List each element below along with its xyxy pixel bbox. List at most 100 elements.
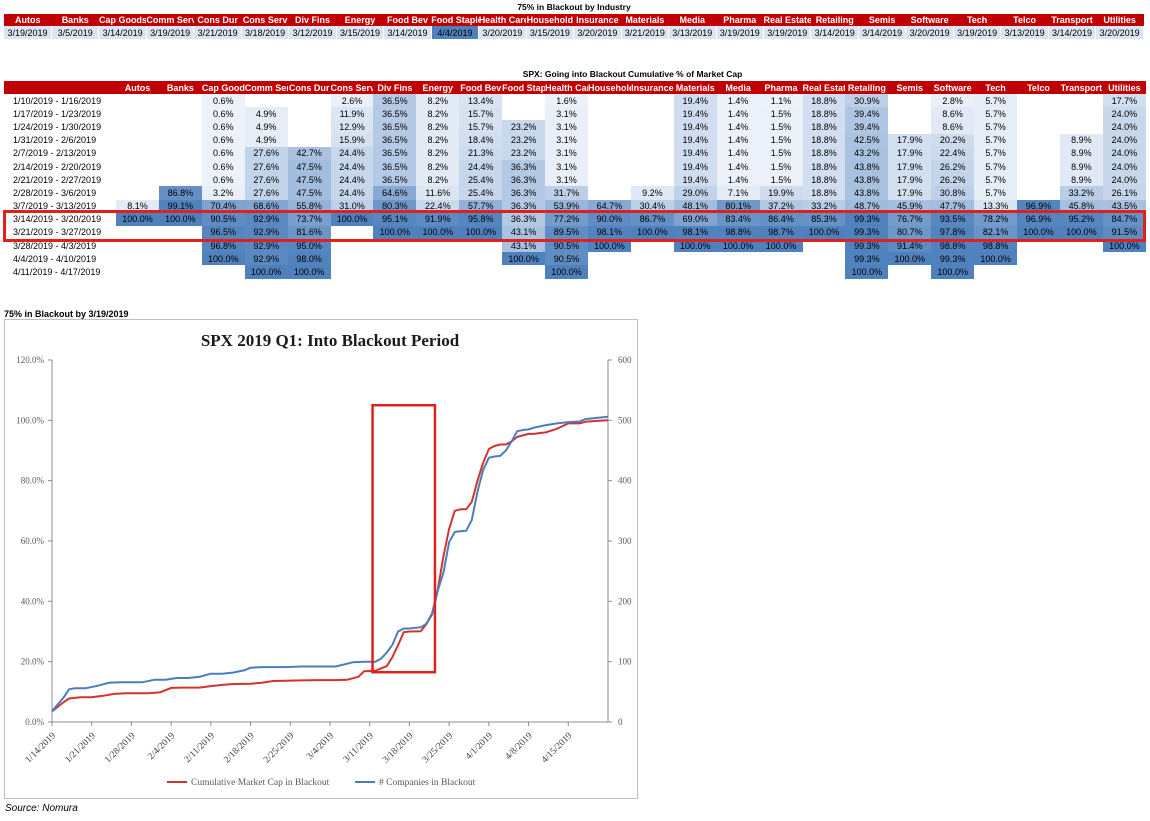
industry-header-cell: Utilities bbox=[1095, 14, 1144, 26]
x-axis-tick-label: 1/14/2019 bbox=[24, 731, 58, 765]
matrix-cell: 27.6% bbox=[244, 173, 288, 187]
matrix-cell bbox=[373, 252, 416, 265]
matrix-cell: 29.0% bbox=[673, 186, 717, 200]
matrix-cell: 18.4% bbox=[459, 133, 503, 147]
matrix-header-corner bbox=[4, 81, 117, 94]
blackout-date-cell: 3/13/2019 bbox=[668, 26, 717, 39]
table-row: 2/21/2019 - 2/27/2019 0.6% 27.6% 47.5% 24.4%… bbox=[4, 173, 1146, 187]
x-axis-tick-label: 2/18/2019 bbox=[222, 731, 256, 765]
matrix-cell: 43.8% bbox=[845, 159, 889, 174]
blackout-date-cell: 3/14/2019 bbox=[858, 26, 907, 39]
matrix-cell bbox=[588, 173, 631, 186]
matrix-cell: 95.1% bbox=[373, 212, 417, 226]
matrix-cell bbox=[588, 120, 631, 133]
matrix-cell: 98.7% bbox=[759, 225, 803, 240]
matrix-cell: 24.4% bbox=[330, 159, 374, 174]
matrix-cell bbox=[159, 107, 202, 120]
matrix-cell: 5.7% bbox=[974, 146, 1018, 160]
matrix-cell bbox=[588, 252, 631, 265]
matrix-header-cell: Real Estate bbox=[802, 81, 846, 94]
matrix-cell bbox=[288, 94, 331, 107]
row-date-range: 3/28/2019 - 4/3/2019 bbox=[13, 240, 97, 251]
matrix-cell bbox=[631, 252, 674, 265]
matrix-cell: 81.6% bbox=[287, 225, 331, 240]
matrix-cell bbox=[631, 120, 674, 133]
matrix-cell: 100.0% bbox=[759, 239, 803, 253]
matrix-cell: 36.5% bbox=[373, 107, 417, 121]
table-row: 3/28/2019 - 4/3/2019 96.8% 92.9% 95.0% 43.1%… bbox=[4, 239, 1146, 253]
left-axis-tick-label: 40.0% bbox=[21, 596, 45, 606]
matrix-cell: 24.4% bbox=[459, 159, 503, 174]
industry-header-cell: Food Bev bbox=[383, 14, 432, 26]
x-axis-tick-label: 4/1/2019 bbox=[464, 731, 495, 762]
industry-header-cell: Banks bbox=[51, 14, 99, 26]
matrix-cell bbox=[974, 265, 1017, 278]
industry-header-row: Autos Banks Cap Goods Comm Serv Cons Dur Cons… bbox=[4, 14, 1144, 26]
blackout-date-cell: 3/5/2019 bbox=[51, 26, 100, 39]
matrix-cell: 57.7% bbox=[459, 199, 503, 213]
matrix-cell: 86.7% bbox=[630, 212, 674, 226]
table-row: 1/10/2019 - 1/16/2019 0.6% 2.6% 36.5% 8.2% 13… bbox=[4, 94, 1146, 108]
matrix-cell: 24.0% bbox=[1102, 159, 1146, 174]
matrix-cell: 7.1% bbox=[716, 186, 760, 200]
matrix-cell: 30.8% bbox=[931, 186, 975, 200]
matrix-header-cell: Pharma bbox=[759, 81, 803, 94]
matrix-cell: 98.1% bbox=[673, 225, 717, 240]
right-axis-tick-label: 300 bbox=[618, 536, 632, 546]
matrix-cell: 91.5% bbox=[1102, 225, 1146, 240]
matrix-header-cell: Banks bbox=[158, 81, 202, 94]
matrix-cell: 1.1% bbox=[759, 94, 803, 108]
matrix-cell bbox=[159, 94, 202, 107]
matrix-cell: 2.6% bbox=[330, 94, 374, 108]
matrix-cell: 82.1% bbox=[974, 225, 1018, 240]
matrix-cell: 11.6% bbox=[416, 186, 460, 200]
matrix-header-cell: Telco bbox=[1017, 81, 1060, 94]
matrix-cell bbox=[631, 160, 674, 173]
row-date-range: 4/11/2019 - 4/17/2019 bbox=[13, 267, 101, 278]
table-row: 3/7/2019 - 3/13/2019 8.1% 99.1% 70.4% 68.6% 5… bbox=[4, 199, 1146, 213]
blackout-date-cell: 3/13/2019 bbox=[1000, 26, 1049, 39]
matrix-header-cell: Semis bbox=[888, 81, 932, 94]
blackout-date-cell: 3/14/2019 bbox=[383, 26, 432, 39]
matrix-cell: 19.4% bbox=[673, 133, 717, 147]
matrix-cell: 13.3% bbox=[974, 199, 1018, 213]
matrix-cell bbox=[1103, 265, 1146, 278]
matrix-cell: 0.6% bbox=[201, 94, 245, 108]
matrix-cell: 13.4% bbox=[459, 94, 503, 108]
right-axis-tick-label: 600 bbox=[618, 355, 632, 365]
matrix-cell: 21.3% bbox=[459, 146, 503, 160]
x-axis-tick-label: 3/25/2019 bbox=[421, 731, 455, 765]
matrix-cell bbox=[159, 120, 202, 133]
matrix-cell: 100.0% bbox=[416, 225, 460, 240]
companies-series-line bbox=[51, 415, 609, 712]
matrix-cell: 36.5% bbox=[373, 133, 417, 147]
table-row: 4/11/2019 - 4/17/2019 100.0% 100.0% 100.0% 1… bbox=[4, 265, 1146, 279]
matrix-cell: 18.8% bbox=[802, 159, 846, 174]
matrix-cell: 92.9% bbox=[244, 239, 288, 253]
matrix-cell bbox=[1060, 252, 1103, 265]
x-axis-tick-label: 4/15/2019 bbox=[540, 731, 574, 765]
matrix-cell: 18.8% bbox=[802, 146, 846, 160]
matrix-cell: 1.5% bbox=[759, 159, 803, 174]
matrix-cell: 98.8% bbox=[716, 225, 760, 240]
matrix-cell: 100.0% bbox=[931, 265, 975, 279]
matrix-cell: 100.0% bbox=[1102, 239, 1146, 253]
matrix-cell: 1.4% bbox=[716, 173, 760, 187]
matrix-cell: 8.2% bbox=[416, 120, 460, 134]
x-axis-tick-label: 3/4/2019 bbox=[305, 731, 336, 762]
matrix-cell: 99.3% bbox=[845, 239, 889, 253]
x-axis-tick-label: 1/21/2019 bbox=[64, 731, 98, 765]
matrix-cell bbox=[631, 147, 674, 160]
matrix-cell: 100.0% bbox=[201, 252, 245, 266]
matrix-cell bbox=[116, 107, 159, 120]
matrix-cell: 19.9% bbox=[759, 186, 803, 200]
row-date-range: 3/14/2019 - 3/20/2019 bbox=[13, 214, 102, 225]
right-axis-tick-label: 200 bbox=[618, 596, 632, 606]
matrix-cell: 4.9% bbox=[244, 133, 288, 147]
matrix-cell: 93.5% bbox=[931, 212, 975, 226]
matrix-cell: 30.9% bbox=[845, 94, 889, 108]
matrix-cell: 95.8% bbox=[459, 212, 503, 226]
industry-header-cell: Cons Serv bbox=[241, 14, 289, 26]
matrix-cell: 8.2% bbox=[416, 133, 460, 147]
matrix-cell: 3.1% bbox=[545, 159, 588, 174]
